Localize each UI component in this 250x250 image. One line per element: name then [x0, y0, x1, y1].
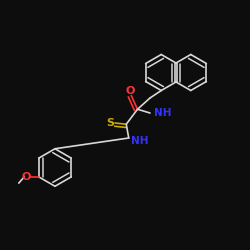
Text: NH: NH	[154, 108, 171, 118]
Text: O: O	[125, 86, 135, 96]
Text: NH: NH	[131, 136, 149, 145]
Text: O: O	[22, 172, 31, 182]
Text: S: S	[106, 118, 114, 128]
